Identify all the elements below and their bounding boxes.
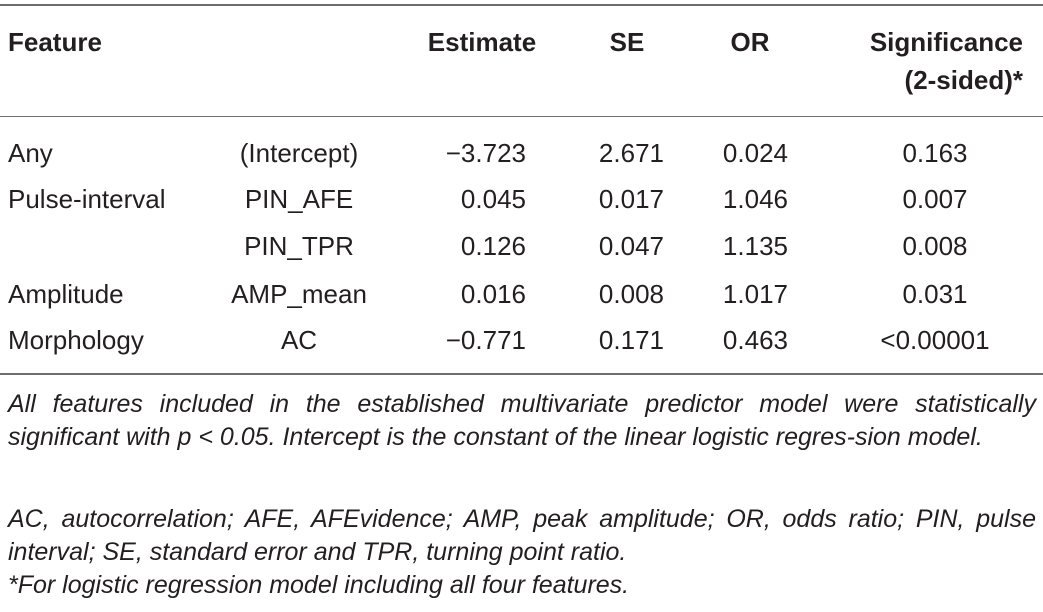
footnote-model: *For logistic regression model including… xyxy=(8,571,630,599)
cell-or: 1.046 xyxy=(722,184,788,214)
footnote-significance: All features included in the established… xyxy=(8,390,1036,451)
header-rule xyxy=(0,116,1043,117)
header-se: SE xyxy=(609,27,645,57)
cell-significance: 0.007 xyxy=(902,184,968,214)
header-estimate: Estimate xyxy=(427,27,537,57)
cell-group: Morphology xyxy=(8,325,144,355)
cell-se: 0.171 xyxy=(598,325,664,355)
cell-or: 1.135 xyxy=(722,231,788,261)
header-significance-sub: (2-sided)* xyxy=(904,65,1023,95)
cell-se: 2.671 xyxy=(598,138,664,168)
cell-group: Amplitude xyxy=(8,279,124,309)
cell-variable: AMP_mean xyxy=(231,279,367,309)
cell-significance: <0.00001 xyxy=(880,325,990,355)
cell-estimate: −3.723 xyxy=(445,138,526,168)
top-rule xyxy=(0,4,1043,6)
cell-or: 0.024 xyxy=(722,138,788,168)
cell-or: 1.017 xyxy=(722,279,788,309)
cell-estimate: 0.016 xyxy=(460,279,526,309)
bottom-rule xyxy=(0,373,1043,375)
cell-significance: 0.008 xyxy=(902,231,968,261)
cell-group: Any xyxy=(8,138,53,168)
header-feature: Feature xyxy=(8,27,102,57)
cell-se: 0.047 xyxy=(598,231,664,261)
footnote-abbreviations: AC, autocorrelation; AFE, AFEvidence; AM… xyxy=(8,505,1036,566)
cell-group: Pulse-interval xyxy=(8,184,166,214)
cell-variable: PIN_TPR xyxy=(244,231,354,261)
cell-se: 0.017 xyxy=(598,184,664,214)
cell-estimate: 0.045 xyxy=(460,184,526,214)
header-significance: Significance xyxy=(869,27,1023,57)
cell-significance: 0.163 xyxy=(902,138,968,168)
cell-variable: PIN_AFE xyxy=(244,184,354,214)
cell-se: 0.008 xyxy=(598,279,664,309)
header-or: OR xyxy=(730,27,770,57)
cell-estimate: −0.771 xyxy=(445,325,526,355)
cell-or: 0.463 xyxy=(722,325,788,355)
cell-significance: 0.031 xyxy=(902,279,968,309)
cell-variable: AC xyxy=(280,325,318,355)
cell-variable: (Intercept) xyxy=(239,138,359,168)
cell-estimate: 0.126 xyxy=(460,231,526,261)
